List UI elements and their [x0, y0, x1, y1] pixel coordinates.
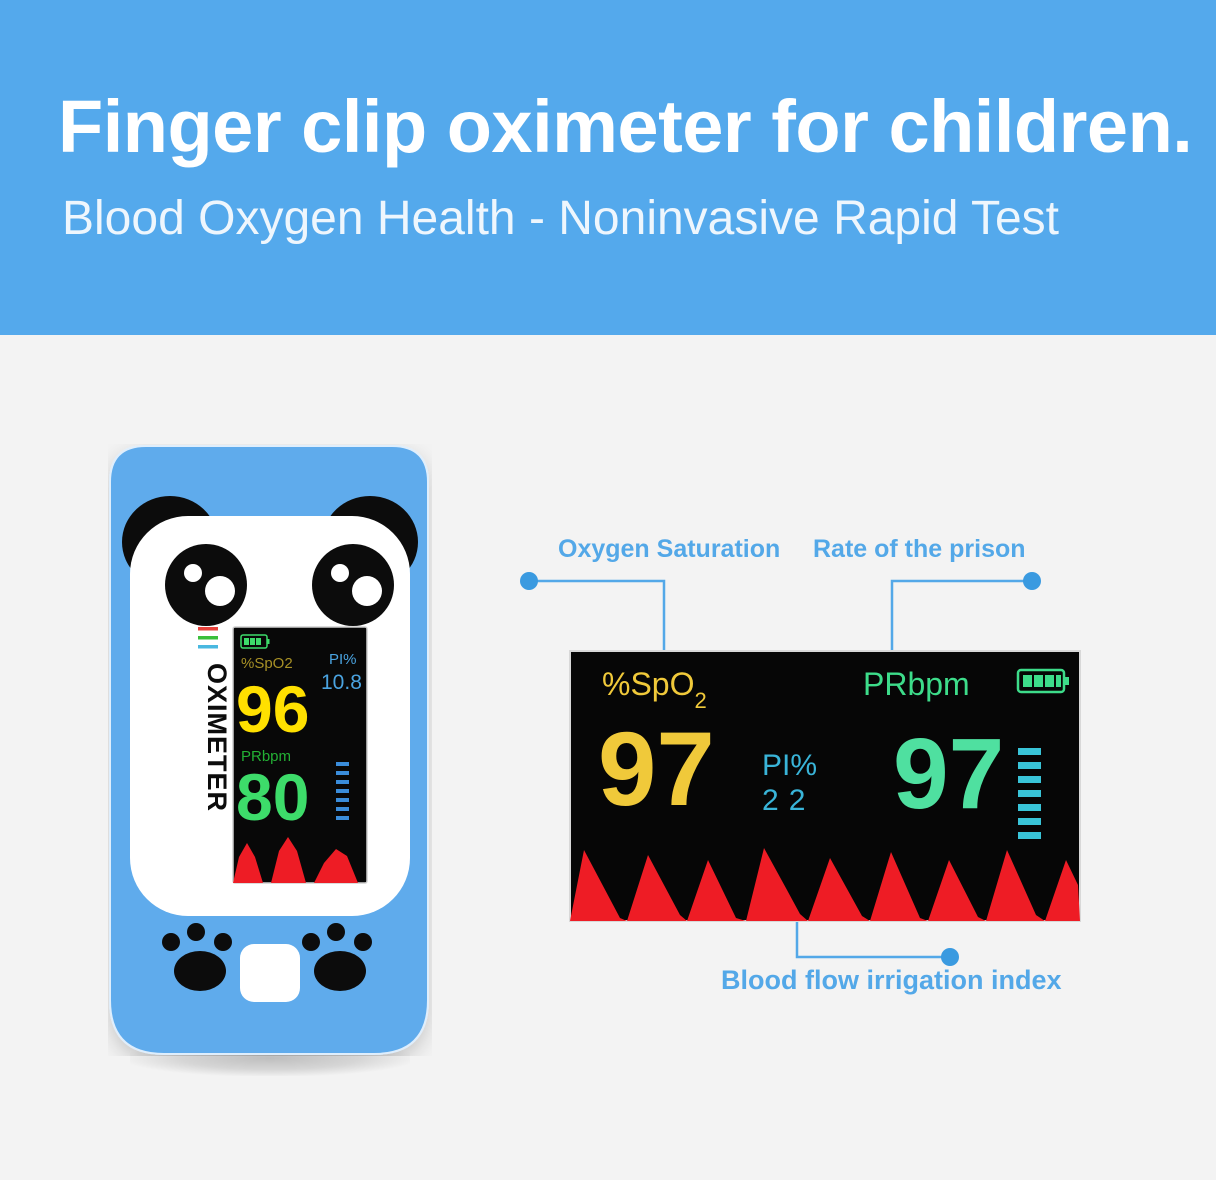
svg-text:PRbpm: PRbpm	[863, 666, 970, 702]
svg-text:%SpO2: %SpO2	[241, 655, 293, 672]
svg-text:97: 97	[893, 718, 1004, 830]
svg-text:PI%: PI%	[762, 749, 817, 782]
svg-text:Rate of the prison: Rate of the prison	[813, 535, 1026, 563]
svg-text:Oxygen Saturation: Oxygen Saturation	[558, 535, 780, 563]
svg-text:96: 96	[236, 672, 309, 746]
svg-text:PI%: PI%	[329, 651, 357, 668]
svg-text:80: 80	[236, 760, 309, 834]
svg-text:Blood flow irrigation index: Blood flow irrigation index	[721, 965, 1062, 995]
svg-text:10.8: 10.8	[321, 671, 362, 694]
svg-text:OXIMETER: OXIMETER	[202, 663, 232, 812]
svg-text:97: 97	[598, 711, 715, 828]
